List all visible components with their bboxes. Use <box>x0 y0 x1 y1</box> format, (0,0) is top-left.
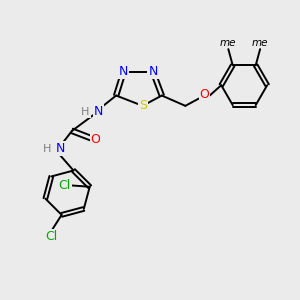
Text: Cl: Cl <box>45 230 57 243</box>
Text: O: O <box>200 88 209 100</box>
Text: Cl: Cl <box>58 179 71 192</box>
Text: H: H <box>81 107 90 117</box>
Text: S: S <box>139 99 147 112</box>
Text: N: N <box>94 105 103 118</box>
Text: me: me <box>220 38 237 48</box>
Text: O: O <box>91 133 100 146</box>
Text: N: N <box>119 65 128 79</box>
Text: N: N <box>56 142 65 155</box>
Text: H: H <box>43 143 51 154</box>
Text: me: me <box>252 38 268 48</box>
Text: N: N <box>148 65 158 79</box>
